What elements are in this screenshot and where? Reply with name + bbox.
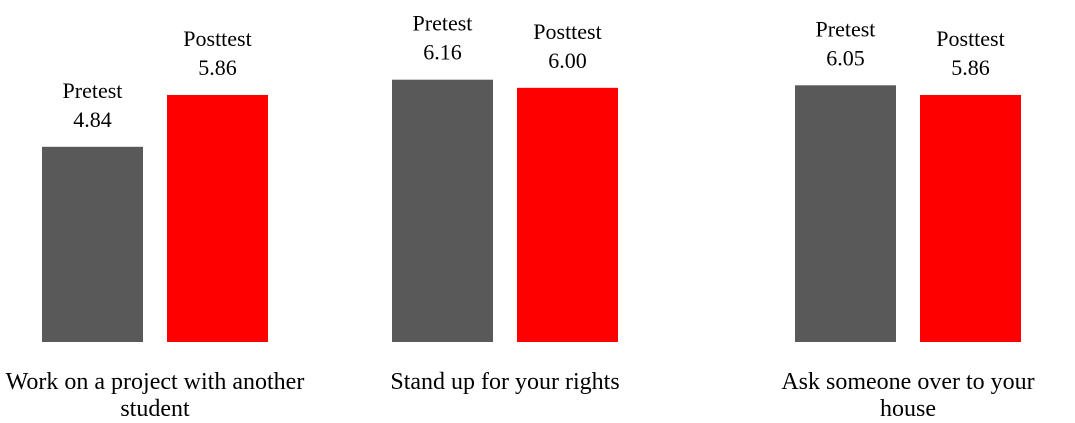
- category-label: Work on a project with another student: [5, 369, 305, 422]
- value-label: 5.86: [951, 55, 990, 80]
- value-label: 6.16: [423, 40, 462, 65]
- value-label: 5.86: [198, 55, 237, 80]
- series-label: Posttest: [936, 26, 1004, 51]
- value-label: 6.05: [826, 45, 865, 70]
- bar: [517, 87, 618, 342]
- series-label: Posttest: [533, 19, 601, 44]
- bar: [392, 79, 493, 342]
- bar: [920, 94, 1021, 342]
- bar: [795, 85, 896, 343]
- series-label: Posttest: [183, 26, 251, 51]
- value-label: 4.84: [73, 107, 112, 132]
- bar: [42, 146, 143, 342]
- bar: [167, 94, 268, 342]
- category-label: Stand up for your rights: [390, 369, 620, 395]
- series-label: Pretest: [413, 11, 473, 36]
- value-label: 6.00: [548, 48, 587, 73]
- series-label: Pretest: [816, 16, 876, 41]
- category-label: Ask someone over to your house: [781, 369, 1035, 422]
- series-label: Pretest: [63, 78, 123, 103]
